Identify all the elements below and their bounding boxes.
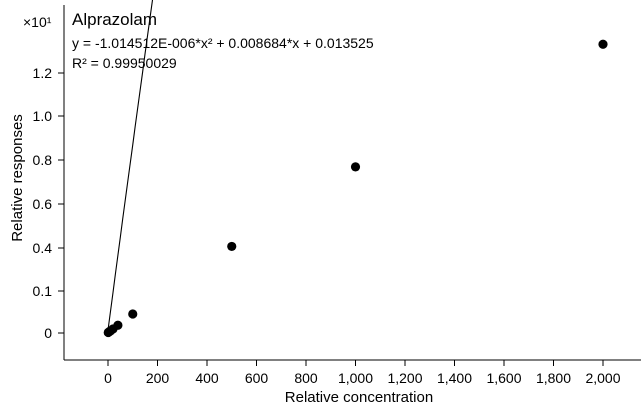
data-point — [113, 320, 123, 330]
r-squared: R² = 0.99950029 — [72, 55, 177, 71]
data-points — [103, 39, 608, 338]
data-point — [128, 309, 138, 319]
x-tick-label: 1,000 — [338, 370, 373, 386]
y-tick-label: 0.4 — [33, 240, 53, 256]
x-tick-label: 1,600 — [486, 370, 521, 386]
x-tick-label: 800 — [294, 370, 318, 386]
x-tick-label: 1,800 — [536, 370, 571, 386]
y-tick-label: 0.6 — [33, 196, 53, 212]
data-point — [227, 241, 237, 252]
y-ticks: 0 0.1 0.4 0.6 0.8 1.0 1.2 — [33, 65, 64, 341]
x-tick-label: 1,400 — [437, 370, 472, 386]
x-tick-label: 2,000 — [585, 370, 620, 386]
x-tick-label: 1,200 — [387, 370, 422, 386]
y-tick-label: 0.1 — [33, 283, 53, 299]
x-tick-label: 0 — [104, 370, 112, 386]
y-tick-label: 0 — [44, 325, 52, 341]
y-multiplier: ×10¹ — [23, 14, 52, 30]
fit-equation: y = -1.014512E-006*x² + 0.008684*x + 0.0… — [72, 35, 374, 51]
y-tick-label: 1.2 — [33, 65, 53, 81]
x-ticks: 0 200 400 600 800 1,000 1,200 1,400 1,600 1,800 2,… — [104, 360, 621, 386]
x-tick-label: 200 — [146, 370, 170, 386]
y-axis-label: Relative responses — [9, 114, 26, 242]
chart-title: Alprazolam — [72, 10, 157, 29]
y-tick-label: 0.8 — [33, 152, 53, 168]
x-tick-label: 400 — [195, 370, 219, 386]
x-tick-label: 600 — [245, 370, 269, 386]
x-axis-label: Relative concentration — [285, 389, 433, 406]
data-point — [350, 162, 361, 172]
data-point — [598, 39, 608, 49]
y-tick-label: 1.0 — [33, 108, 53, 124]
